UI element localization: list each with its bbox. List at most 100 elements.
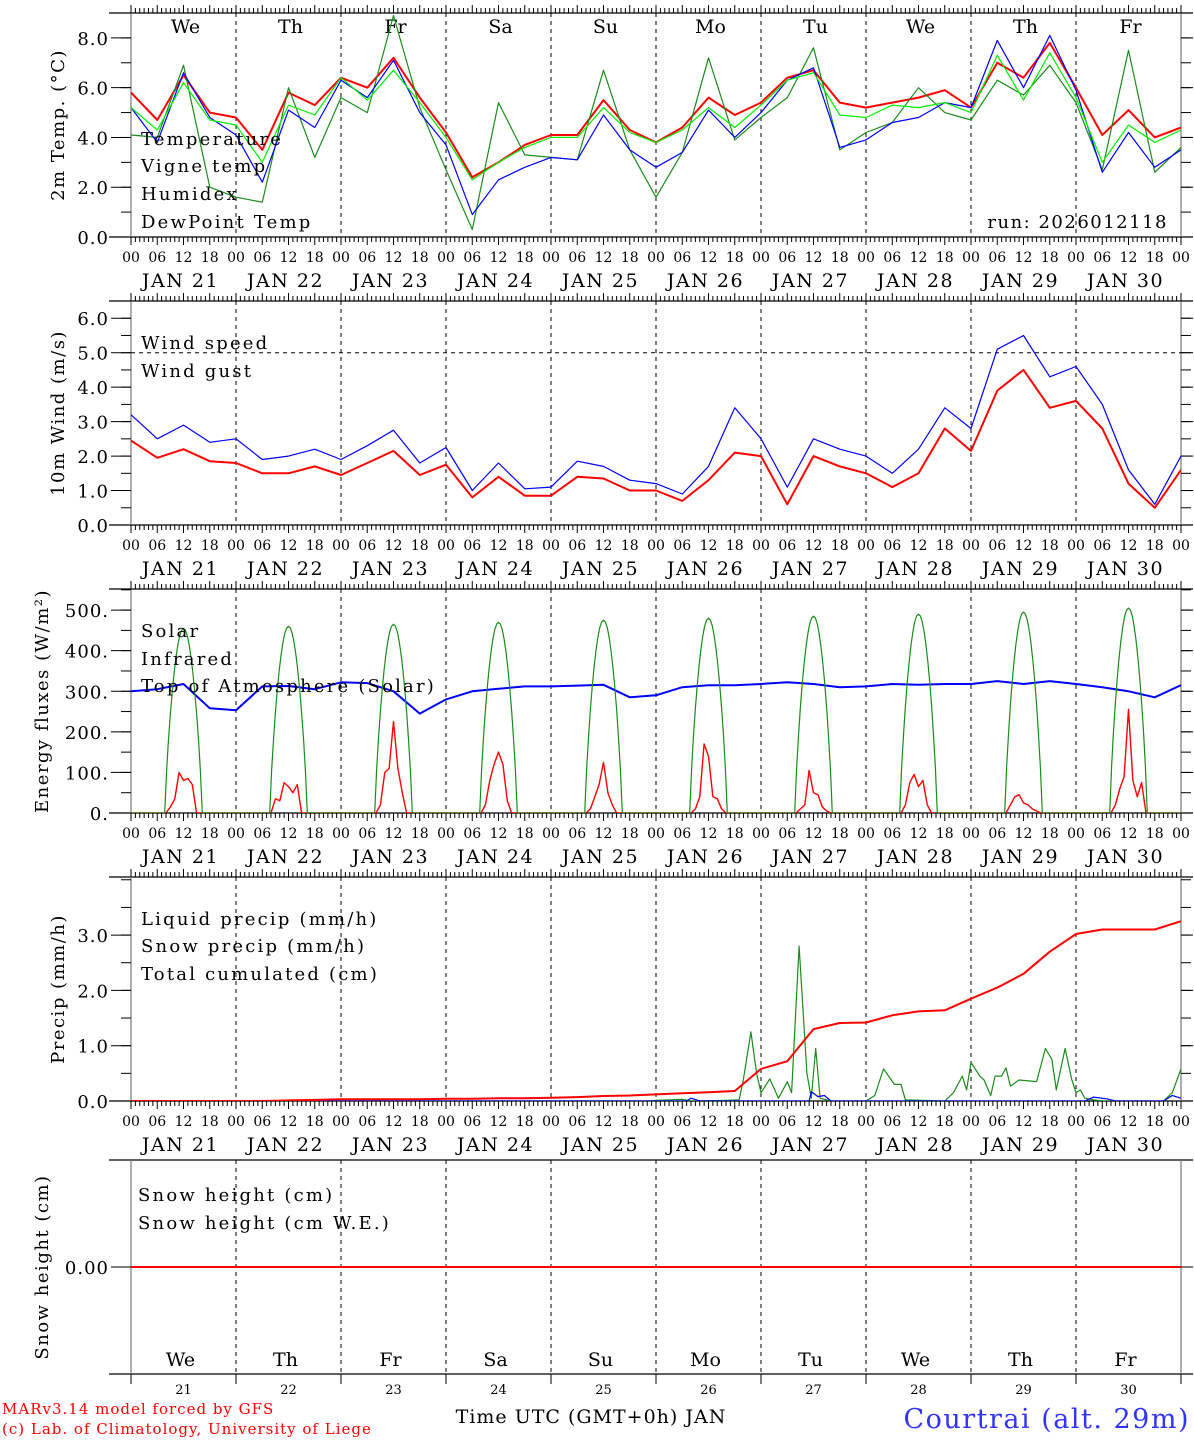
y-tick-label: 1.0 (77, 482, 109, 503)
y-tick-label: 0.0 (77, 1092, 109, 1113)
x-hour-label: 06 (568, 1114, 586, 1130)
x-date-label: JAN 22 (245, 846, 324, 868)
x-hour-label: 00 (752, 538, 770, 554)
x-hour-label: 06 (778, 1114, 796, 1130)
x-date-label: JAN 27 (770, 846, 849, 868)
x-hour-label: 06 (148, 250, 166, 266)
x-day-number: 24 (490, 1383, 507, 1398)
x-date-label: JAN 23 (350, 1134, 429, 1156)
legend-entry: Snow precip (mm/h) (141, 936, 366, 957)
x-hour-label: 18 (726, 250, 744, 266)
series-line-wind-gust (131, 334, 1181, 505)
day-name-label: Sa (483, 1349, 507, 1371)
x-hour-label: 06 (778, 826, 796, 842)
x-hour-label: 00 (1172, 826, 1190, 842)
y-tick-label: 0.0 (77, 228, 109, 249)
y-tick-label: 100. (65, 763, 109, 784)
series-line-wind-speed (131, 368, 1181, 509)
x-date-label: JAN 26 (665, 1134, 744, 1156)
x-hour-label: 00 (332, 1114, 350, 1130)
x-hour-label: 12 (700, 1114, 718, 1130)
x-hour-label: 12 (1015, 250, 1033, 266)
x-hour-label: 12 (490, 250, 508, 266)
legend-entry: DewPoint Temp (141, 212, 312, 233)
x-hour-label: 18 (936, 250, 954, 266)
y-axis-title: Energy fluxes (W/m²) (32, 589, 53, 813)
x-hour-label: 12 (280, 250, 298, 266)
day-name-label: Tu (803, 16, 828, 38)
x-date-label: JAN 22 (245, 270, 324, 292)
x-hour-label: 00 (1172, 1114, 1190, 1130)
day-name-label: We (906, 16, 935, 38)
x-hour-label: 12 (1015, 538, 1033, 554)
x-hour-label: 06 (1093, 1114, 1111, 1130)
series-line-liquid-precip-mm-h- (131, 945, 1181, 1101)
x-date-label: JAN 25 (560, 558, 639, 580)
series-line-top-of-atmosphere-solar- (131, 607, 1181, 813)
x-hour-label: 06 (568, 250, 586, 266)
x-hour-label: 18 (621, 826, 639, 842)
day-name-label: We (166, 1349, 195, 1371)
x-day-number: 27 (805, 1383, 822, 1398)
x-hour-label: 18 (411, 538, 429, 554)
x-hour-label: 06 (778, 538, 796, 554)
x-date-label: JAN 29 (980, 270, 1059, 292)
x-hour-label: 18 (306, 1114, 324, 1130)
x-hour-label: 06 (253, 250, 271, 266)
x-hour-label: 00 (332, 826, 350, 842)
x-hour-label: 18 (831, 538, 849, 554)
x-hour-label: 12 (910, 826, 928, 842)
day-name-label: Mo (695, 16, 726, 38)
x-date-label: JAN 23 (350, 558, 429, 580)
x-hour-label: 18 (201, 826, 219, 842)
x-hour-label: 00 (542, 538, 560, 554)
x-hour-label: 18 (201, 250, 219, 266)
x-day-number: 28 (910, 1383, 927, 1398)
x-hour-label: 06 (673, 538, 691, 554)
x-hour-label: 00 (647, 538, 665, 554)
x-hour-label: 12 (805, 538, 823, 554)
x-date-label: JAN 25 (560, 270, 639, 292)
x-hour-label: 18 (1146, 1114, 1164, 1130)
series-line-dewpoint-temp (131, 52, 1181, 181)
x-hour-label: 12 (595, 1114, 613, 1130)
x-hour-label: 12 (280, 538, 298, 554)
panel-2: 0. 100. 200. 300. 400. 500. Energy fluxes (W/m… (32, 581, 1193, 868)
y-tick-label: 6.0 (77, 79, 109, 100)
x-hour-label: 12 (175, 538, 193, 554)
x-hour-label: 06 (463, 538, 481, 554)
series-line-snow-precip-mm-h- (131, 1090, 1181, 1101)
x-hour-label: 06 (1093, 250, 1111, 266)
x-hour-label: 18 (936, 826, 954, 842)
x-date-label: JAN 28 (875, 558, 954, 580)
x-date-label: JAN 24 (455, 1134, 534, 1156)
run-label: run: 2026012118 (987, 212, 1168, 233)
day-name-label: Su (593, 16, 618, 38)
x-date-label: JAN 24 (455, 846, 534, 868)
series-group (131, 334, 1181, 509)
x-hour-label: 06 (148, 538, 166, 554)
x-hour-label: 00 (437, 826, 455, 842)
series-group (131, 920, 1181, 1101)
x-hour-label: 00 (857, 826, 875, 842)
day-name-label: Su (588, 1349, 613, 1371)
panel-4: 0.00 Snow height (cm) 21 22 23 24 25 26 27 28 29 30… (32, 1159, 1193, 1398)
legend-entry: Infrared (141, 649, 234, 670)
x-hour-label: 00 (857, 250, 875, 266)
x-hour-label: 12 (595, 250, 613, 266)
x-hour-label: 06 (463, 826, 481, 842)
x-hour-label: 00 (647, 250, 665, 266)
legend-entry: Wind gust (141, 361, 253, 382)
day-name-label: Fr (384, 16, 407, 38)
x-hour-label: 12 (805, 826, 823, 842)
x-date-label: JAN 30 (1085, 846, 1164, 868)
x-hour-label: 00 (122, 826, 140, 842)
series-line-total-cumulated-cm- (131, 920, 1181, 1101)
x-hour-label: 18 (621, 1114, 639, 1130)
y-tick-label: 300. (65, 682, 109, 703)
x-day-number: 25 (595, 1383, 612, 1398)
legend-entry: Total cumulated (cm) (141, 964, 379, 985)
x-hour-label: 00 (542, 826, 560, 842)
x-hour-label: 06 (778, 250, 796, 266)
